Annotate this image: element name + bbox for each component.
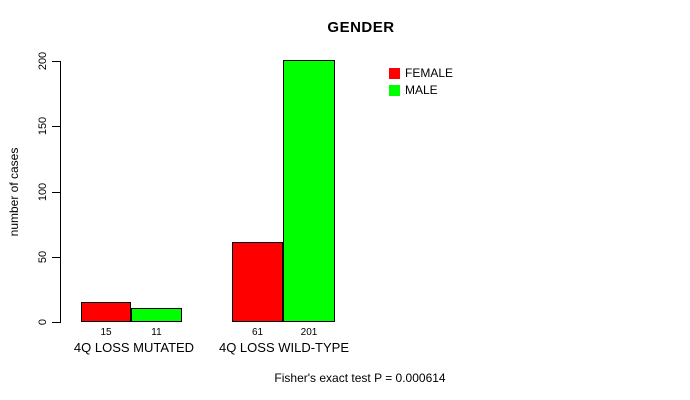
y-tick-100 [52, 192, 61, 193]
bar-female-mutated [81, 302, 131, 322]
category-label-wildtype: 4Q LOSS WILD-TYPE [218, 340, 350, 355]
y-tick-0 [52, 322, 61, 323]
legend-label-female: FEMALE [405, 66, 454, 80]
y-tick-200 [52, 61, 61, 62]
legend-label-male: MALE [405, 83, 438, 97]
value-label-female-mutated: 15 [100, 327, 112, 338]
legend-swatch-male [389, 84, 400, 96]
y-tick-label-200: 200 [37, 51, 49, 71]
legend: FEMALE MALE [389, 66, 453, 100]
bar-male-mutated [131, 308, 182, 322]
y-tick-50 [52, 257, 61, 258]
y-tick-label-150: 150 [37, 116, 49, 136]
y-tick-150 [52, 126, 61, 127]
y-tick-label-0: 0 [37, 318, 49, 326]
chart-title: GENDER [327, 19, 395, 36]
value-label-female-wildtype: 61 [251, 327, 264, 338]
bar-female-wildtype [232, 242, 283, 322]
y-axis-title: number of cases [7, 147, 21, 237]
legend-item-male: MALE [389, 83, 453, 97]
bar-male-wildtype [283, 60, 335, 322]
y-tick-label-100: 100 [37, 182, 49, 202]
legend-item-female: FEMALE [389, 66, 453, 80]
value-label-male-wildtype: 201 [300, 327, 318, 338]
value-label-male-mutated: 11 [151, 327, 162, 338]
y-tick-label-50: 50 [37, 250, 49, 264]
fisher-test-annotation: Fisher's exact test P = 0.000614 [274, 371, 446, 385]
category-label-mutated: 4Q LOSS MUTATED [73, 340, 195, 355]
y-axis-line [60, 61, 61, 322]
legend-swatch-female [389, 67, 400, 79]
